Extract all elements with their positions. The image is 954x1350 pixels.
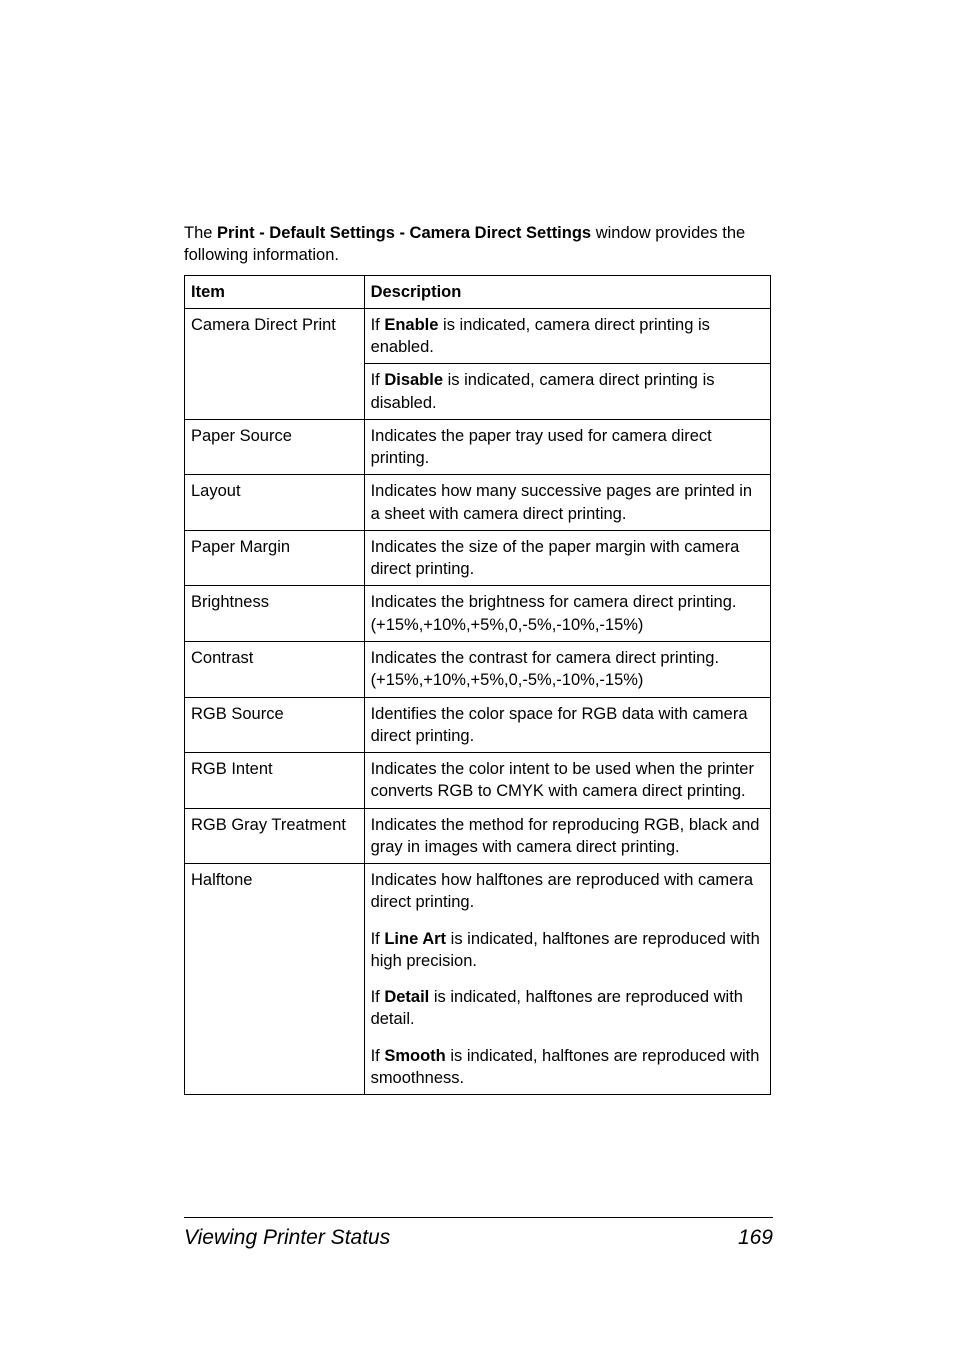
description-block: Indicates the brightness for camera dire…: [371, 591, 764, 636]
item-cell: Camera Direct Print: [185, 308, 365, 419]
description-block: Indicates the size of the paper margin w…: [371, 536, 764, 581]
description-block: If Line Art is indicated, halftones are …: [371, 928, 764, 973]
item-cell: Layout: [185, 475, 365, 531]
desc-prefix: If: [371, 316, 385, 334]
description-cell: Indicates the paper tray used for camera…: [364, 419, 770, 475]
description-block: If Disable is indicated, camera direct p…: [371, 369, 764, 414]
desc-bold: Detail: [384, 988, 429, 1006]
desc-bold: Enable: [384, 316, 438, 334]
intro-prefix: The: [184, 224, 217, 242]
table-row: HalftoneIndicates how halftones are repr…: [185, 864, 771, 1095]
description-cell: Indicates the method for reproducing RGB…: [364, 808, 770, 864]
description-block: Indicates how halftones are reproduced w…: [371, 869, 764, 914]
description-block: If Enable is indicated, camera direct pr…: [371, 314, 764, 359]
description-cell: Indicates the contrast for camera direct…: [364, 641, 770, 697]
desc-bold: Line Art: [384, 930, 446, 948]
item-cell: RGB Intent: [185, 753, 365, 809]
item-cell: Paper Source: [185, 419, 365, 475]
description-block: Indicates how many successive pages are …: [371, 480, 764, 525]
header-item: Item: [185, 275, 365, 308]
settings-table: Item Description Camera Direct PrintIf E…: [184, 275, 771, 1096]
item-cell: RGB Gray Treatment: [185, 808, 365, 864]
table-header-row: Item Description: [185, 275, 771, 308]
table-row: ContrastIndicates the contrast for camer…: [185, 641, 771, 697]
description-block: Indicates the method for reproducing RGB…: [371, 814, 764, 859]
desc-bold: Disable: [384, 371, 443, 389]
description-block: Identifies the color space for RGB data …: [371, 703, 764, 748]
description-cell: If Disable is indicated, camera direct p…: [364, 364, 770, 420]
description-cell: Indicates how halftones are reproduced w…: [364, 864, 770, 1095]
description-cell: Indicates how many successive pages are …: [364, 475, 770, 531]
item-cell: RGB Source: [185, 697, 365, 753]
table-row: RGB IntentIndicates the color intent to …: [185, 753, 771, 809]
table-row: LayoutIndicates how many successive page…: [185, 475, 771, 531]
intro-paragraph: The Print - Default Settings - Camera Di…: [184, 222, 773, 267]
desc-prefix: If: [371, 371, 385, 389]
item-cell: Contrast: [185, 641, 365, 697]
description-block: Indicates the paper tray used for camera…: [371, 425, 764, 470]
description-block: If Detail is indicated, halftones are re…: [371, 986, 764, 1031]
description-block: Indicates the contrast for camera direct…: [371, 647, 764, 692]
table-row: RGB Gray TreatmentIndicates the method f…: [185, 808, 771, 864]
table-row: Camera Direct PrintIf Enable is indicate…: [185, 308, 771, 364]
item-cell: Halftone: [185, 864, 365, 1095]
desc-prefix: If: [371, 1047, 385, 1065]
item-cell: Paper Margin: [185, 530, 365, 586]
table-row: Paper MarginIndicates the size of the pa…: [185, 530, 771, 586]
desc-prefix: If: [371, 930, 385, 948]
table-row: Paper SourceIndicates the paper tray use…: [185, 419, 771, 475]
description-cell: Indicates the color intent to be used wh…: [364, 753, 770, 809]
table-row: RGB SourceIdentifies the color space for…: [185, 697, 771, 753]
description-block: Indicates the color intent to be used wh…: [371, 758, 764, 803]
description-cell: Identifies the color space for RGB data …: [364, 697, 770, 753]
footer-page-number: 169: [738, 1226, 773, 1250]
description-cell: If Enable is indicated, camera direct pr…: [364, 308, 770, 364]
description-cell: Indicates the size of the paper margin w…: [364, 530, 770, 586]
item-cell: Brightness: [185, 586, 365, 642]
description-block: If Smooth is indicated, halftones are re…: [371, 1045, 764, 1090]
description-cell: Indicates the brightness for camera dire…: [364, 586, 770, 642]
table-row: BrightnessIndicates the brightness for c…: [185, 586, 771, 642]
intro-bold: Print - Default Settings - Camera Direct…: [217, 224, 591, 242]
page-footer: Viewing Printer Status 169: [184, 1217, 773, 1250]
desc-bold: Smooth: [384, 1047, 445, 1065]
header-description: Description: [364, 275, 770, 308]
footer-title: Viewing Printer Status: [184, 1226, 390, 1250]
desc-prefix: If: [371, 988, 385, 1006]
